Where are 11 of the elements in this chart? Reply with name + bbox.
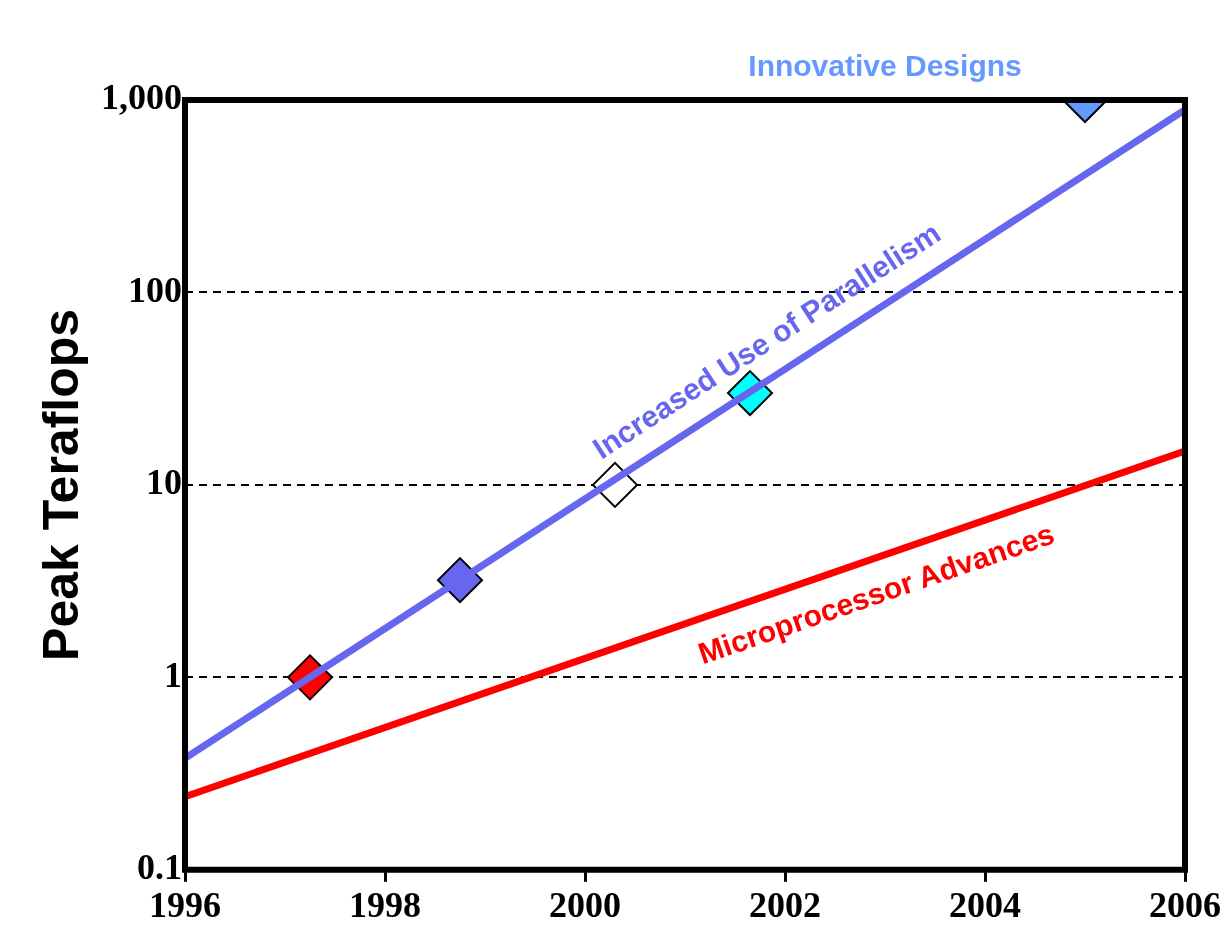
y-tick-label: 1 xyxy=(164,654,182,695)
y-axis-title: Peak Teraflops xyxy=(32,308,89,661)
x-tick-label: 1998 xyxy=(349,884,421,925)
y-tick-label: 100 xyxy=(128,269,182,310)
x-tick-label: 2004 xyxy=(949,884,1021,925)
x-tick-label: 2000 xyxy=(549,884,621,925)
text: Innovative Designs xyxy=(748,49,1022,83)
x-tick-label: 2006 xyxy=(1149,884,1221,925)
y-tick-label: 1,000 xyxy=(101,77,182,118)
x-tick-label: 2002 xyxy=(749,884,821,925)
y-tick-label: 10 xyxy=(146,462,182,503)
